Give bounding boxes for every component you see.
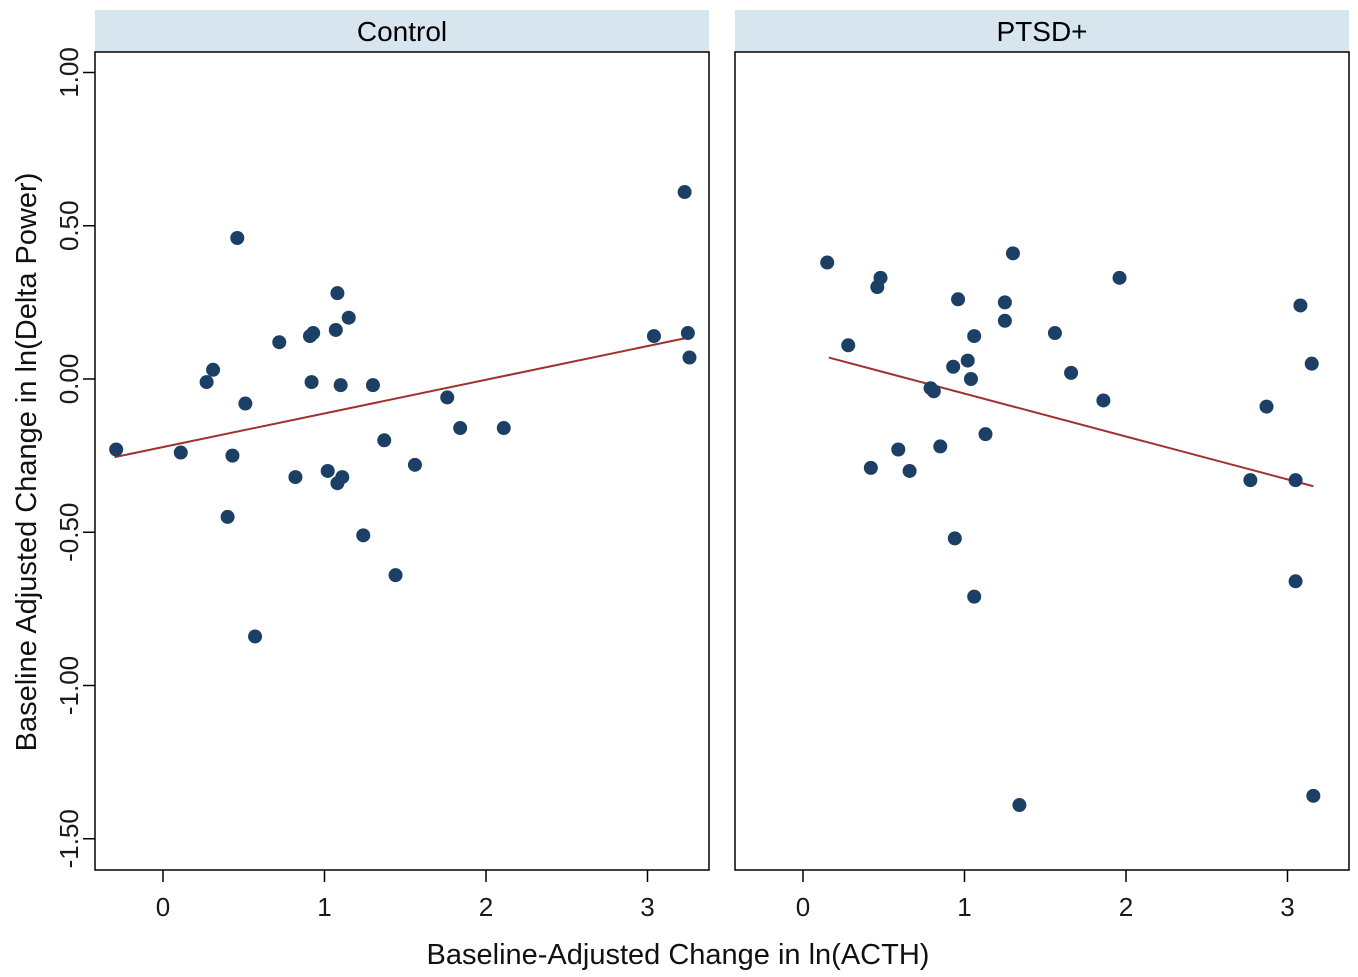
- y-tick-label: -1.00: [54, 656, 84, 715]
- x-tick-label: 3: [640, 892, 654, 922]
- data-point-control: [330, 286, 345, 301]
- y-tick-label: 1.00: [54, 47, 84, 98]
- y-tick-label: 0.00: [54, 354, 84, 405]
- data-point-ptsd: [902, 463, 917, 478]
- data-point-control: [199, 375, 214, 390]
- data-point-control: [230, 231, 245, 246]
- data-point-ptsd: [841, 338, 856, 353]
- data-point-ptsd: [947, 531, 962, 546]
- data-point-ptsd: [1306, 788, 1321, 803]
- data-point-ptsd: [1047, 326, 1062, 341]
- data-point-ptsd: [891, 442, 906, 457]
- y-tick-label: -0.50: [54, 503, 84, 562]
- data-point-control: [272, 335, 287, 350]
- data-point-ptsd: [933, 439, 948, 454]
- y-tick-label: 0.50: [54, 200, 84, 251]
- data-point-control: [173, 445, 188, 460]
- data-point-ptsd: [1243, 473, 1258, 488]
- data-point-ptsd: [1005, 246, 1020, 261]
- data-point-ptsd: [926, 384, 941, 399]
- y-axis: 1.00 0.50 0.00 -0.50 -1.00 -1.50: [54, 47, 95, 868]
- x-tick-label: 2: [1119, 892, 1133, 922]
- data-point-control: [407, 457, 422, 472]
- panel-title-control: Control: [357, 16, 447, 47]
- data-point-ptsd: [960, 353, 975, 368]
- data-point-ptsd: [1012, 798, 1027, 813]
- data-point-control: [206, 362, 221, 377]
- panel-frame-control: [94, 51, 710, 871]
- data-point-ptsd: [1096, 393, 1111, 408]
- data-point-ptsd: [1288, 473, 1303, 488]
- fit-line-ptsd: [828, 356, 1314, 488]
- x-tick-label: 0: [156, 892, 170, 922]
- panel-frame-ptsd: [734, 51, 1350, 871]
- data-point-control: [109, 442, 124, 457]
- x-axis-ptsd: 0 1 2 3: [796, 870, 1295, 922]
- panel-strip-ptsd: [735, 10, 1349, 52]
- data-point-ptsd: [1064, 365, 1079, 380]
- data-point-control: [680, 326, 695, 341]
- data-point-control: [248, 629, 263, 644]
- data-point-control: [304, 375, 319, 390]
- data-point-control: [682, 350, 697, 365]
- series-ptsd: [820, 246, 1321, 813]
- x-tick-label: 2: [479, 892, 493, 922]
- data-point-control: [333, 378, 348, 393]
- x-axis-control: 0 1 2 3: [156, 870, 655, 922]
- x-tick-label: 0: [796, 892, 810, 922]
- data-point-ptsd: [820, 255, 835, 270]
- data-point-ptsd: [873, 270, 888, 285]
- x-tick-label: 1: [317, 892, 331, 922]
- data-point-control: [453, 421, 468, 436]
- data-point-control: [388, 568, 403, 583]
- fit-line-control: [114, 336, 692, 459]
- data-point-ptsd: [967, 329, 982, 344]
- data-point-control: [225, 448, 240, 463]
- data-point-control: [238, 396, 253, 411]
- data-point-control: [646, 329, 661, 344]
- panel-title-ptsd: PTSD+: [996, 16, 1087, 47]
- data-point-ptsd: [951, 292, 966, 307]
- panel-strip-control: [95, 10, 709, 52]
- data-point-ptsd: [967, 589, 982, 604]
- data-point-ptsd: [946, 359, 961, 374]
- data-point-ptsd: [1293, 298, 1308, 313]
- series-control: [109, 185, 697, 644]
- y-axis-title: Baseline Adjusted Change in ln(Delta Pow…: [11, 173, 43, 752]
- data-point-control: [306, 326, 321, 341]
- data-point-control: [440, 390, 455, 405]
- x-tick-label: 1: [957, 892, 971, 922]
- data-point-control: [335, 470, 350, 485]
- data-point-control: [496, 421, 511, 436]
- data-point-ptsd: [1288, 574, 1303, 589]
- data-point-ptsd: [978, 427, 993, 442]
- data-point-control: [220, 509, 235, 524]
- data-point-control: [677, 185, 692, 200]
- y-tick-label: -1.50: [54, 809, 84, 868]
- data-point-control: [288, 470, 303, 485]
- x-axis-title: Baseline-Adjusted Change in ln(ACTH): [427, 939, 930, 971]
- data-point-ptsd: [1259, 399, 1274, 414]
- data-point-control: [341, 310, 356, 325]
- data-point-ptsd: [997, 295, 1012, 310]
- data-point-control: [365, 378, 380, 393]
- data-point-ptsd: [997, 313, 1012, 328]
- data-point-ptsd: [1112, 270, 1127, 285]
- data-point-ptsd: [963, 372, 978, 386]
- data-point-ptsd: [863, 460, 878, 475]
- data-point-control: [320, 463, 335, 478]
- data-point-ptsd: [1304, 356, 1319, 371]
- data-point-control: [356, 528, 371, 543]
- x-tick-label: 3: [1280, 892, 1294, 922]
- data-point-control: [377, 433, 392, 448]
- data-point-control: [328, 322, 343, 337]
